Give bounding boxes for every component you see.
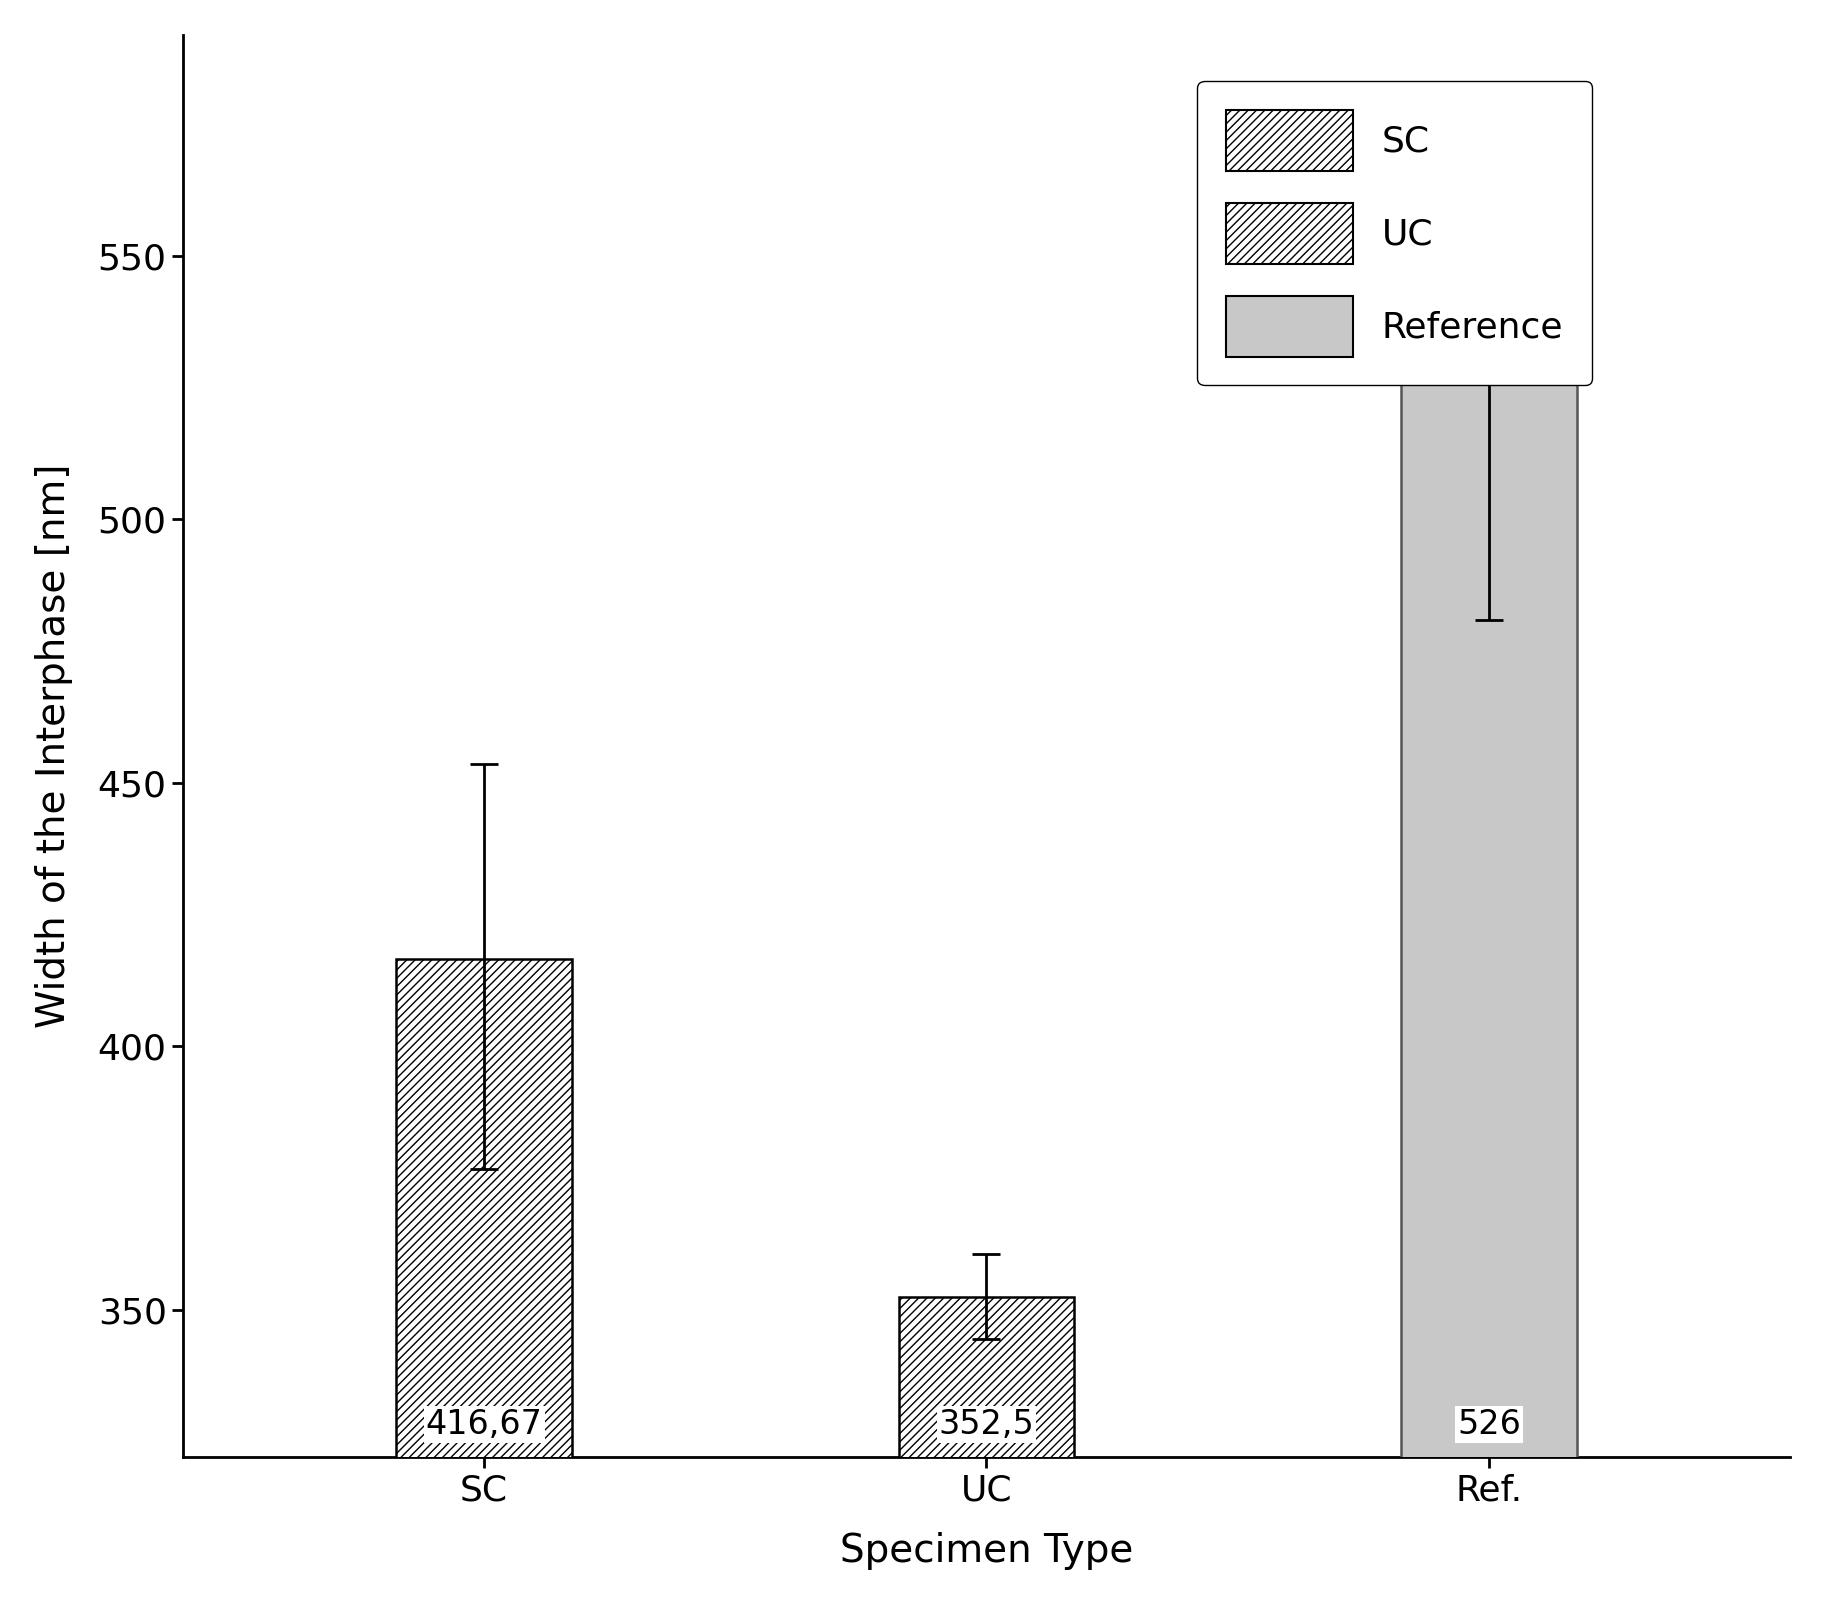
Y-axis label: Width of the Interphase [nm]: Width of the Interphase [nm] [35,464,73,1029]
Bar [898,1297,1075,1605]
Text: 352,5: 352,5 [938,1409,1035,1441]
Bar [396,958,571,1605]
X-axis label: Specimen Type: Specimen Type [840,1533,1133,1570]
Legend: SC, UC, Reference: SC, UC, Reference [1197,82,1591,385]
Text: 526: 526 [1456,1409,1520,1441]
Bar [1402,382,1577,1605]
Text: 416,67: 416,67 [425,1409,542,1441]
